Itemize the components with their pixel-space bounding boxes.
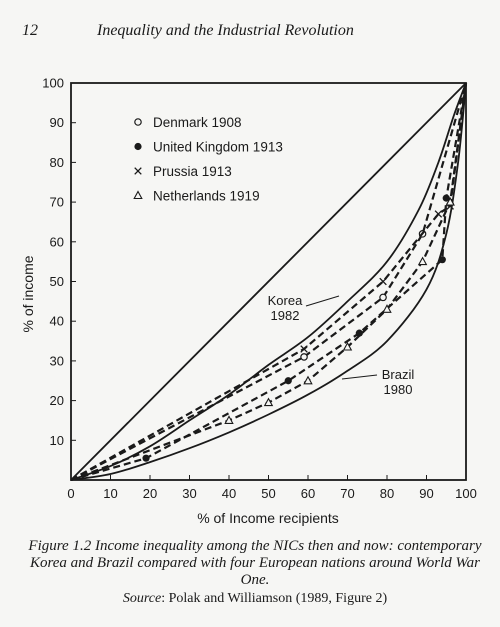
korea-label-line: 1982	[271, 308, 300, 323]
x-tick-label: 90	[419, 486, 433, 501]
data-point-1-3	[355, 329, 363, 337]
data-point-3-1	[224, 415, 234, 424]
running-title: Inequality and the Industrial Revolution	[97, 22, 354, 39]
x-tick-label: 60	[301, 486, 315, 501]
y-axis-label: % of income	[20, 255, 36, 332]
data-point-3-3	[303, 375, 313, 385]
caption-source: Source: Polak and Williamson (1989, Figu…	[20, 590, 490, 607]
data-point-2-3	[434, 210, 443, 218]
figure-description: Income inequality among the NICs then an…	[29, 538, 482, 588]
data-point-1-1	[142, 454, 150, 462]
y-tick-label: 50	[50, 274, 64, 289]
data-point-2-2	[379, 277, 387, 286]
brazil-label-line: 1980	[384, 382, 413, 397]
data-point-3-2	[263, 397, 274, 407]
korea-leader-line	[305, 295, 340, 307]
page-header: 12 Inequality and the Industrial Revolut…	[20, 22, 490, 44]
data-point-1-5	[442, 194, 450, 202]
figure-caption: Figure 1.2 Income inequality among the N…	[20, 538, 490, 607]
brazil-leader-line	[341, 374, 378, 380]
source-text: : Polak and Williamson (1989, Figure 2)	[161, 591, 388, 606]
data-point-0-2	[379, 293, 387, 302]
legend-label-2: Prussia 1913	[153, 164, 232, 179]
y-tick-label: 10	[50, 433, 64, 448]
legend-marker-0	[134, 118, 142, 126]
lorenz-curve-0	[70, 82, 467, 481]
data-point-1-2	[284, 377, 292, 385]
y-tick-label: 60	[50, 234, 64, 249]
axis-layer: 0 10 20 30 40 50 60 70 80 90 100 10 20 30 40 50 60 70 80 90…	[42, 76, 477, 502]
x-tick-label: 30	[182, 486, 196, 501]
plot-layer: Korea 1982 Brazil 1980	[70, 82, 468, 482]
x-tick-label: 50	[261, 486, 275, 501]
lorenz-curve-1	[70, 82, 467, 481]
x-tick-label: 80	[380, 486, 394, 501]
figure-number: Figure 1.2	[28, 538, 92, 554]
legend-marker-2-stroke	[134, 167, 142, 175]
legend-marker-1	[134, 142, 142, 151]
caption-text: Figure 1.2 Income inequality among the N…	[20, 538, 490, 589]
data-point-2-2-stroke	[379, 277, 387, 286]
equality-line	[70, 82, 467, 481]
x-axis-label: % of Income recipients	[197, 510, 339, 526]
page-number: 12	[22, 22, 38, 39]
legend-marker-3	[133, 190, 143, 200]
korea-label-line: Korea	[268, 293, 303, 308]
x-tick-label: 70	[340, 486, 354, 501]
data-point-1-4	[438, 256, 446, 264]
brazil-label-line: Brazil	[382, 367, 415, 382]
x-tick-label: 40	[222, 486, 236, 501]
lorenz-curve-chart: Korea 1982 Brazil 1980 0 10 20 30 40 50 60 70 80 90 1…	[20, 76, 477, 527]
source-label: Source	[122, 591, 162, 606]
data-point-2-3-stroke	[434, 210, 443, 218]
legend-label-0: Denmark 1908	[153, 115, 242, 130]
y-tick-label: 90	[50, 115, 64, 130]
brazil-curve-label: Brazil 1980	[382, 367, 415, 397]
y-tick-label: 100	[42, 76, 64, 91]
legend: Denmark 1908 United Kingdom 1913 Prussia 1…	[133, 115, 283, 204]
data-point-3-6	[417, 256, 428, 266]
x-tick-label: 20	[143, 486, 157, 501]
y-tick-label: 70	[50, 195, 64, 210]
korea-curve-label: Korea 1982	[268, 293, 303, 323]
legend-marker-2	[134, 167, 142, 175]
y-tick-label: 80	[50, 155, 64, 170]
legend-label-1: United Kingdom 1913	[153, 140, 283, 155]
x-tick-label: 0	[67, 486, 74, 501]
series-line-0	[70, 82, 468, 481]
x-tick-label: 10	[103, 486, 117, 501]
y-tick-label: 30	[50, 353, 64, 368]
data-point-0-1	[300, 353, 308, 361]
legend-label-3: Netherlands 1919	[153, 189, 260, 204]
x-tick-label: 100	[455, 486, 477, 501]
data-point-3-7	[445, 196, 455, 206]
data-point-3-5	[382, 304, 392, 313]
data-point-2-1-stroke	[300, 345, 308, 353]
y-tick-label: 40	[50, 314, 64, 329]
data-point-3-4	[342, 341, 353, 351]
data-point-2-1	[300, 345, 308, 353]
series-line-2	[70, 82, 468, 481]
y-tick-label: 20	[50, 393, 64, 408]
